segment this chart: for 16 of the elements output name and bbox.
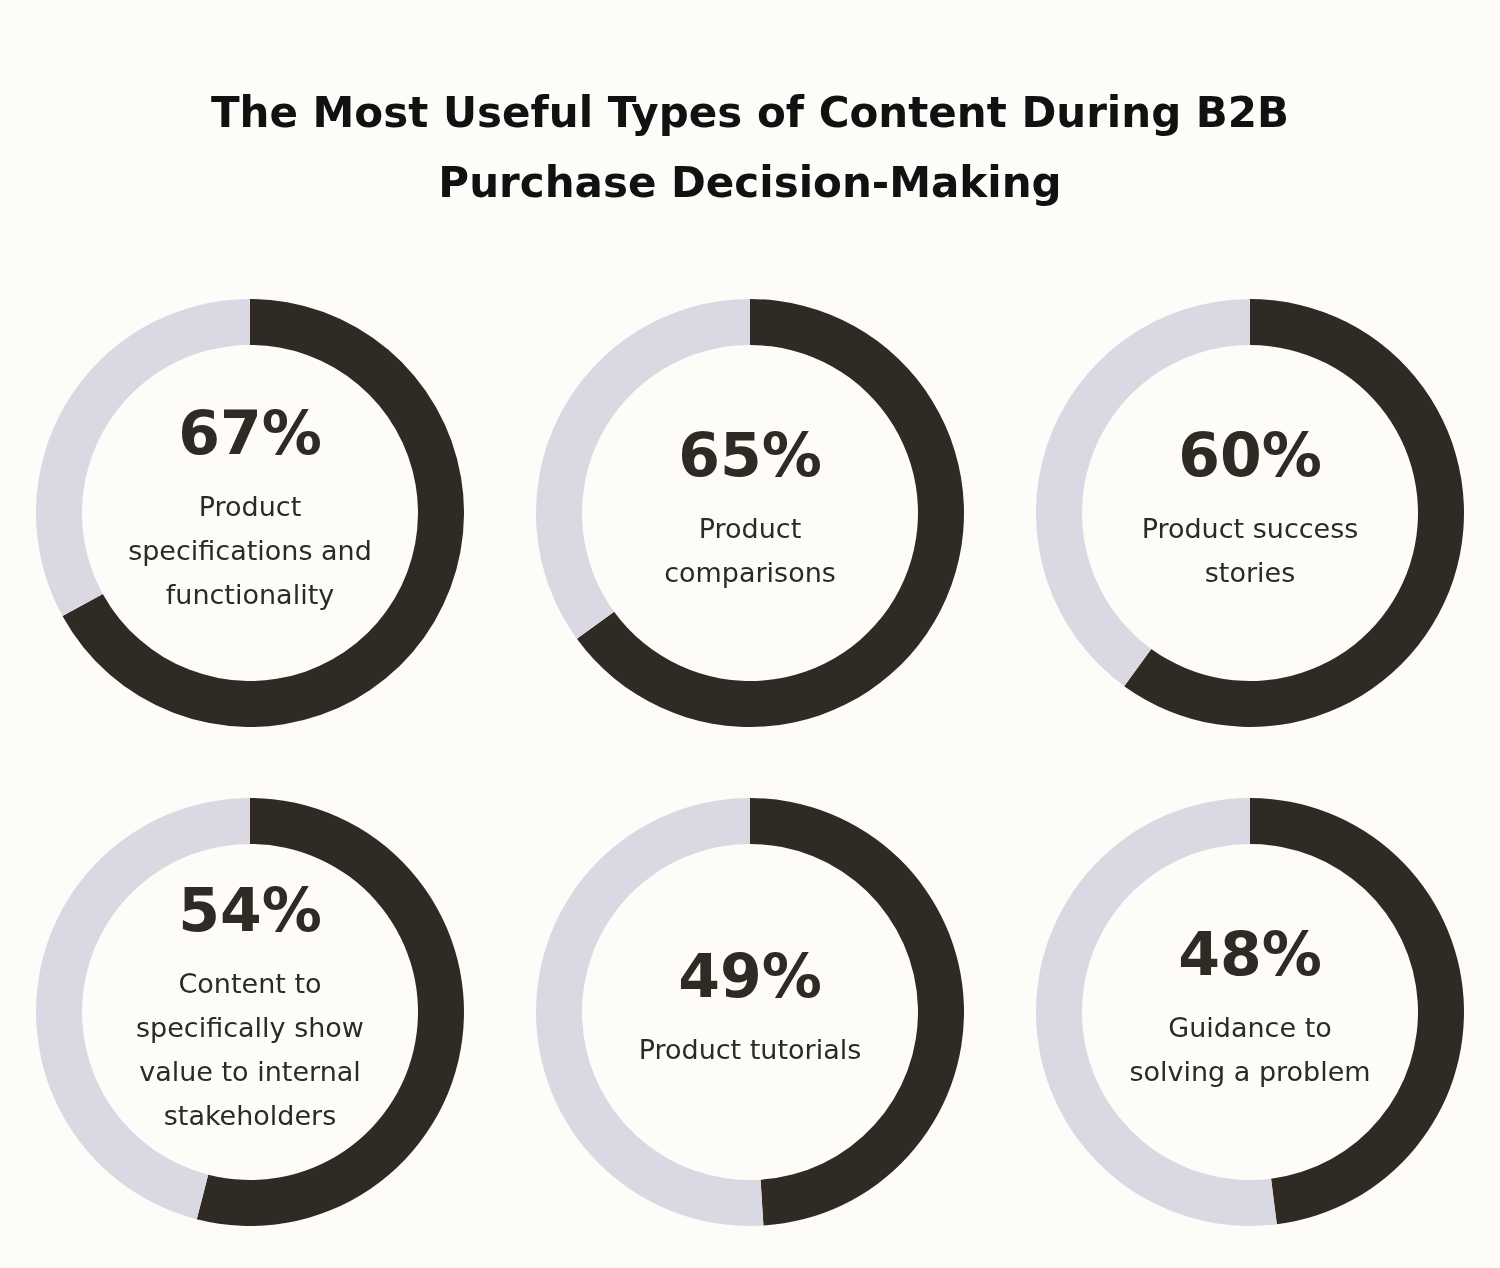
donut-slice	[62, 299, 464, 727]
data-label: 48%	[1178, 919, 1322, 989]
data-label: 60%	[1178, 420, 1322, 490]
slice-label: Product tutorials	[638, 1034, 862, 1065]
slice-label: Guidance to solving a problem	[1129, 1012, 1371, 1087]
slice-label: Product success stories	[1141, 513, 1359, 588]
data-label: 65%	[678, 420, 822, 490]
text: The Most Useful Types of Content During B2B Purchase Decision-Making	[209, 87, 1291, 209]
data-label: 49%	[678, 941, 822, 1011]
data-label: 54%	[178, 875, 322, 945]
slice-label: Product comparisons	[664, 513, 836, 588]
donut-slice	[576, 299, 964, 727]
data-label: 67%	[178, 398, 322, 468]
slice-label: Content to specifically show value to internal stakeholders	[136, 968, 364, 1131]
donut-slice	[1124, 299, 1464, 727]
slice-label: Product specifications and functionality	[128, 491, 372, 610]
